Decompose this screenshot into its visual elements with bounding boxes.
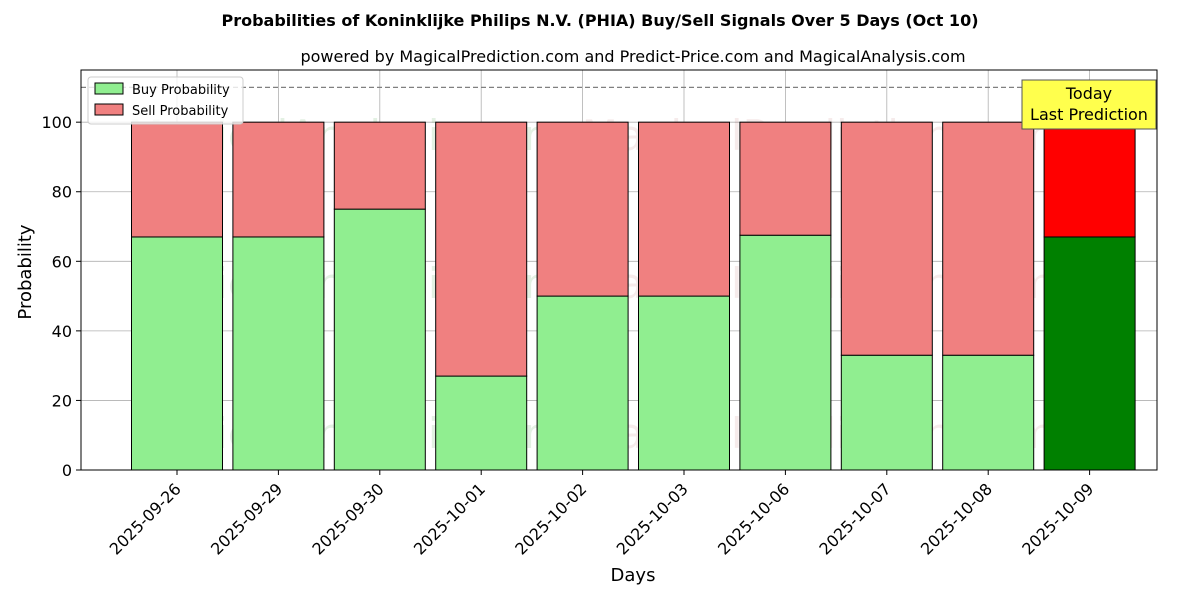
x-tick-label: 2025-10-06 [714, 479, 793, 558]
x-tick-label: 2025-10-07 [815, 479, 894, 558]
sell-bar [840, 121, 933, 356]
sell-bar [1043, 121, 1136, 238]
x-tick-label: 2025-10-01 [410, 479, 489, 558]
legend-label-buy: Buy Probability [132, 83, 230, 98]
y-tick-label: 20 [52, 391, 72, 410]
buy-bar [942, 354, 1035, 471]
sell-bar [333, 121, 426, 210]
x-tick-label: 2025-10-02 [511, 479, 590, 558]
sell-bar [435, 121, 528, 377]
x-tick-label: 2025-10-08 [917, 479, 996, 558]
annotation-box [1021, 79, 1157, 130]
y-tick-label: 80 [52, 183, 72, 202]
buy-bar [739, 234, 832, 471]
bars [131, 121, 1136, 471]
y-axis-label: Probability [15, 224, 36, 319]
annotation-today: Today [1065, 84, 1112, 103]
buy-bar [131, 236, 223, 471]
y-tick-label: 100 [41, 113, 72, 132]
y-axis: 0 20 40 60 80 100 [41, 113, 81, 480]
sell-bar [536, 121, 629, 297]
x-tick-label: 2025-10-03 [613, 479, 692, 558]
y-tick-label: 0 [62, 461, 72, 480]
today-annotation: Today Last Prediction [1021, 79, 1157, 130]
buy-bar [1043, 236, 1136, 471]
legend-label-sell: Sell Probability [132, 104, 229, 119]
sell-bar [638, 121, 730, 297]
chart-subtitle: powered by MagicalPrediction.com and Pre… [300, 47, 965, 66]
sell-bar [739, 121, 832, 236]
x-tick-label: 2025-09-30 [308, 479, 387, 558]
y-tick-label: 60 [52, 252, 72, 271]
buy-bar [232, 236, 325, 471]
buy-bar [840, 354, 933, 471]
x-axis: 2025-09-26 2025-09-29 2025-09-30 2025-10-01… [106, 470, 1097, 559]
sell-bar [942, 121, 1035, 356]
x-tick-label: 2025-10-09 [1018, 479, 1097, 558]
x-axis-label: Days [611, 565, 656, 586]
annotation-last-prediction: Last Prediction [1030, 105, 1148, 124]
legend: Buy Probability Sell Probability [87, 76, 244, 125]
sell-bar [232, 121, 325, 238]
sell-bar [131, 121, 223, 238]
legend-swatch-buy [94, 82, 124, 95]
buy-bar [333, 208, 426, 471]
buy-bar [435, 375, 528, 471]
buy-bar [536, 295, 629, 471]
buy-bar [638, 295, 730, 471]
x-tick-label: 2025-09-29 [207, 479, 286, 558]
legend-swatch-sell [94, 103, 124, 116]
legend-box [87, 76, 244, 125]
y-tick-label: 40 [52, 322, 72, 341]
chart-title: Probabilities of Koninklijke Philips N.V… [221, 11, 978, 30]
plot-frame [80, 69, 1158, 471]
x-tick-label: 2025-09-26 [106, 479, 185, 558]
